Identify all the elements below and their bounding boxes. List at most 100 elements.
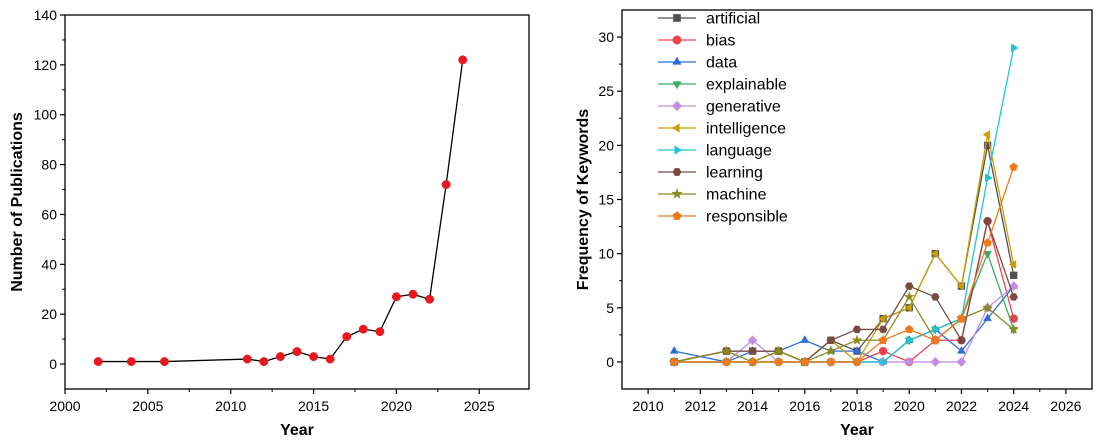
y-axis-title: Number of Publications — [9, 112, 26, 292]
data-point — [985, 173, 993, 183]
data-point — [931, 335, 940, 344]
data-point — [669, 346, 679, 354]
data-point — [904, 282, 914, 290]
legend: artificial bias data explainable generative i… — [658, 11, 788, 226]
data-point — [1011, 43, 1019, 53]
data-point — [722, 357, 731, 366]
data-point — [292, 347, 302, 357]
data-point — [852, 357, 862, 366]
plot-frame — [64, 14, 530, 390]
data-point — [983, 313, 992, 322]
y-tick-label: 30 — [598, 29, 614, 45]
data-point — [880, 357, 889, 367]
data-point — [957, 346, 966, 354]
x-tick-label: 2016 — [789, 398, 820, 414]
data-point — [957, 336, 966, 344]
legend-label: data — [706, 55, 737, 72]
y-tick-label: 60 — [41, 206, 57, 222]
data-point — [826, 336, 836, 344]
data-point — [904, 324, 914, 334]
x-tick-label: 2010 — [633, 398, 664, 414]
data-point — [930, 249, 938, 259]
x-axis-title: Year — [280, 422, 314, 439]
data-point — [852, 345, 862, 354]
data-point — [720, 345, 732, 356]
y-tick-label: 140 — [34, 7, 58, 23]
legend-marker — [672, 168, 682, 176]
y-tick-label: 20 — [41, 306, 57, 322]
keywords-chart: 2010 2012 2014 2016 2018 2020 2022 2024 2026 0 5 10… — [575, 9, 1093, 439]
data-point — [425, 294, 435, 304]
data-point — [878, 335, 888, 344]
data-point — [458, 55, 468, 65]
x-tick-label: 2018 — [841, 398, 872, 414]
data-point — [325, 354, 335, 364]
legend-label: responsible — [706, 209, 788, 226]
legend-marker — [672, 81, 682, 90]
data-point — [851, 334, 863, 345]
y-tick-label: 120 — [34, 57, 58, 73]
y-tick-label: 100 — [34, 107, 58, 123]
data-point — [342, 332, 352, 342]
data-point — [669, 357, 679, 366]
y-tick-label: 10 — [598, 246, 614, 262]
data-point — [774, 357, 783, 366]
data-point — [982, 130, 991, 139]
y-tick-label: 5 — [606, 300, 614, 316]
data-point — [983, 238, 992, 247]
data-point — [904, 356, 915, 367]
x-tick-label: 2024 — [998, 398, 1029, 414]
data-point — [957, 314, 966, 323]
legend-marker — [672, 56, 682, 65]
legend-marker — [671, 123, 680, 133]
legend-label: bias — [706, 33, 735, 50]
data-point — [773, 345, 785, 356]
y-tick-label: 20 — [598, 137, 614, 153]
legend-marker — [673, 14, 681, 22]
axis-ticks: 2010 2012 2014 2016 2018 2020 2022 2024 2026 0 5 10… — [598, 29, 1081, 414]
y-tick-label: 80 — [41, 157, 57, 173]
data-point — [126, 357, 136, 367]
data-point — [800, 335, 810, 343]
data-point — [358, 324, 368, 334]
data-point — [825, 345, 837, 356]
legend-marker — [674, 145, 683, 155]
data-point — [878, 325, 888, 334]
data-point — [982, 302, 994, 313]
data-point — [878, 346, 888, 356]
legend-label: machine — [706, 187, 767, 204]
legend-label: learning — [706, 165, 763, 182]
legend-marker — [672, 211, 682, 220]
data-point — [275, 352, 285, 362]
data-point — [1008, 323, 1020, 335]
data-point — [159, 357, 169, 367]
data-point — [956, 281, 964, 291]
data-point — [983, 217, 992, 225]
data-point — [242, 354, 252, 364]
data-point — [1009, 293, 1018, 301]
x-tick-label: 2015 — [298, 398, 329, 414]
publications-chart: 2000 2005 2010 2015 2020 2025 0 20 40 60 80 100 120 1… — [9, 7, 530, 439]
data-point — [931, 293, 940, 301]
data-point — [748, 357, 757, 366]
data-point — [441, 180, 451, 189]
legend-marker — [671, 187, 683, 199]
data-point — [309, 352, 319, 362]
y-tick-label: 0 — [49, 356, 57, 372]
data-point — [748, 347, 757, 355]
x-tick-label: 2000 — [49, 398, 80, 414]
x-tick-label: 2010 — [215, 398, 246, 414]
x-tick-label: 2020 — [894, 398, 925, 414]
data-point — [408, 289, 418, 299]
x-tick-label: 2020 — [381, 398, 412, 414]
data-point — [747, 335, 758, 346]
data-point — [930, 356, 941, 367]
x-tick-label: 2012 — [685, 398, 716, 414]
legend-label: intelligence — [706, 121, 786, 138]
y-tick-label: 40 — [41, 256, 57, 272]
data-point — [259, 357, 269, 367]
legend-label: explainable — [706, 77, 787, 94]
series-line — [98, 59, 464, 363]
data-point — [826, 357, 836, 366]
